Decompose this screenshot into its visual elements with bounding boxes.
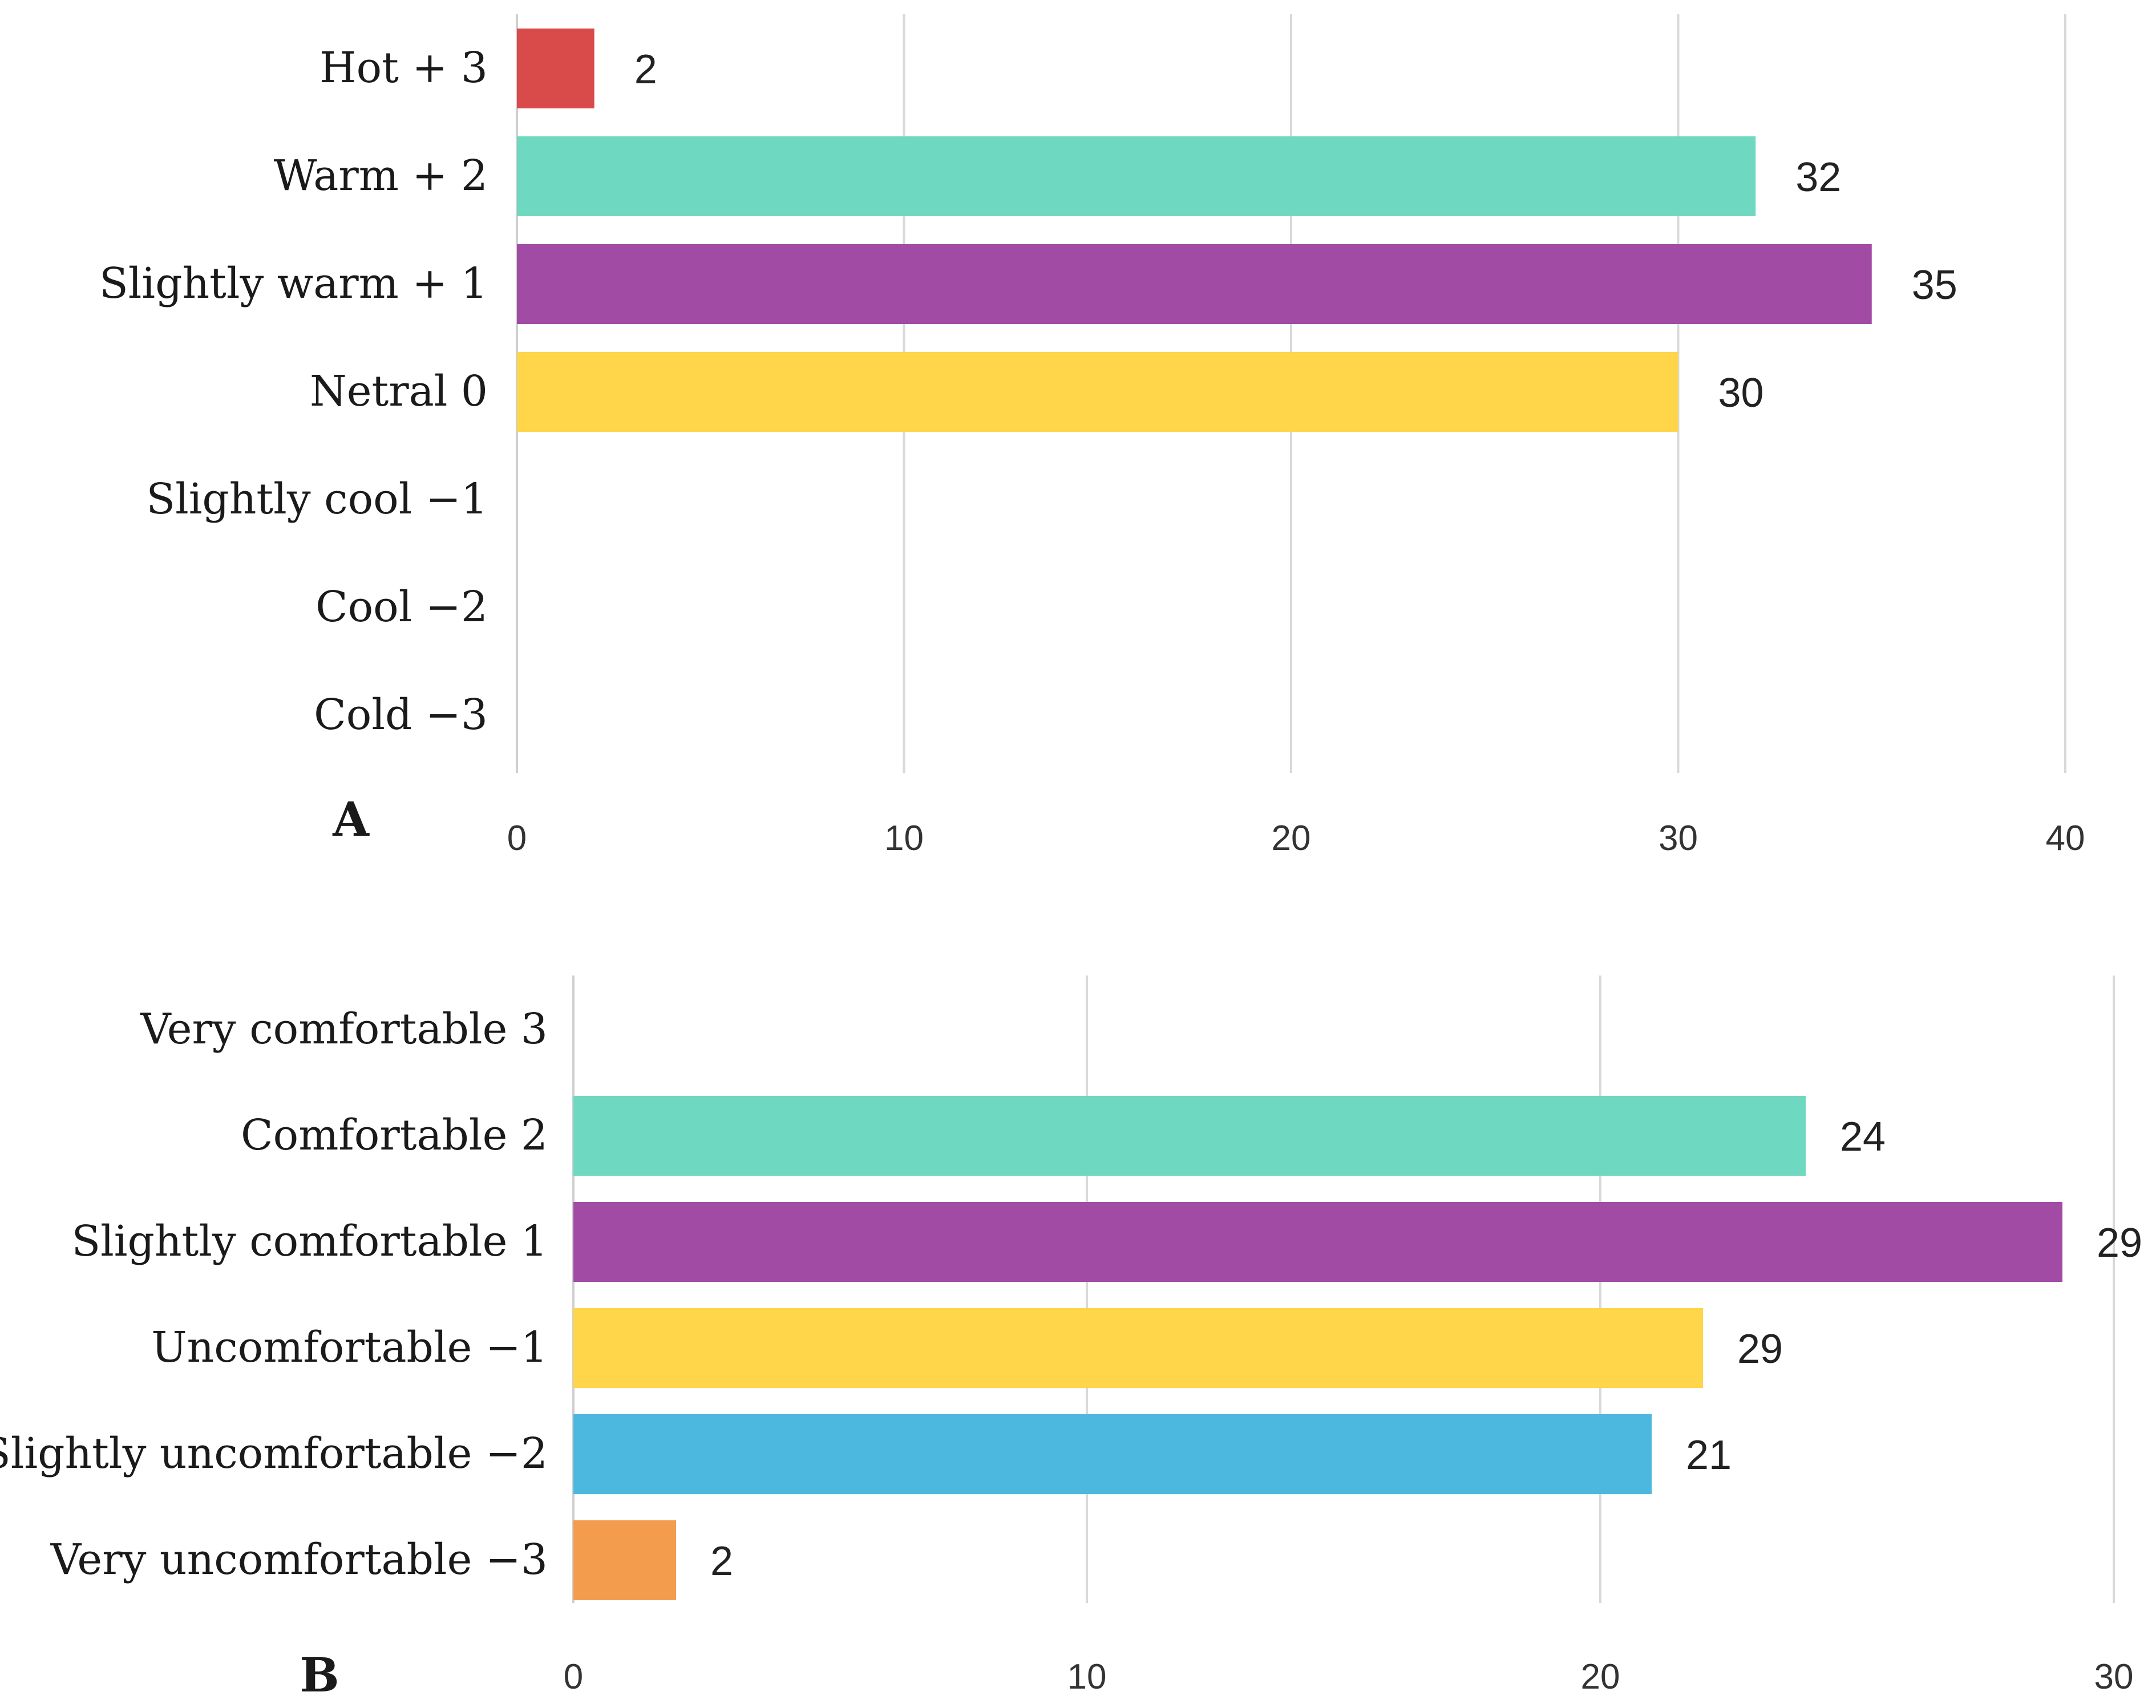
x-tick-label: 0 [507, 819, 527, 858]
x-tick-label: 30 [1659, 819, 1698, 858]
x-tick-label: 10 [884, 819, 924, 858]
data-label: 30 [1718, 370, 1764, 416]
bar [573, 1414, 1652, 1494]
x-tick-label: 20 [1581, 1657, 1620, 1697]
bar [573, 1308, 1703, 1388]
panel-label: A [332, 792, 370, 847]
data-label: 24 [1840, 1114, 1886, 1160]
category-label: Warm + 2 [274, 151, 488, 200]
category-label: Slightly uncomfortable −2 [0, 1429, 548, 1478]
data-label: 21 [1686, 1432, 1732, 1478]
bar [573, 1202, 2062, 1282]
data-label: 29 [1737, 1326, 1783, 1372]
bar [517, 352, 1678, 432]
bar [517, 136, 1756, 216]
x-tick-label: 40 [2046, 819, 2085, 858]
category-label: Slightly cool −1 [146, 475, 488, 524]
bar [517, 244, 1872, 324]
category-label: Very uncomfortable −3 [50, 1535, 548, 1584]
data-label: 35 [1912, 262, 1957, 308]
bar [573, 1520, 676, 1600]
category-label: Comfortable 2 [241, 1111, 548, 1160]
data-label: 29 [2097, 1220, 2142, 1266]
category-label: Uncomfortable −1 [151, 1323, 548, 1372]
x-tick-label: 10 [1067, 1657, 1107, 1697]
panel-a-chart: 0 10 20 30 40 Hot + 3 2 Warm + 2 32 Slightly warm… [99, 14, 2085, 858]
category-label: Slightly comfortable 1 [71, 1217, 548, 1266]
data-label: 2 [710, 1539, 733, 1584]
panel-label: B [300, 1648, 339, 1703]
data-label: 2 [634, 47, 657, 92]
panel-b-chart: 0 10 20 30 Very comfortable 3 Comfortable 2 24… [0, 976, 2142, 1703]
x-tick-label: 30 [2094, 1657, 2134, 1697]
category-label: Cold −3 [314, 690, 488, 739]
category-label: Netral 0 [310, 367, 488, 416]
category-label: Cool −2 [315, 582, 488, 632]
category-label: Hot + 3 [319, 43, 488, 92]
x-tick-label: 20 [1272, 819, 1311, 858]
category-label: Very comfortable 3 [140, 1005, 548, 1054]
bar [517, 29, 594, 108]
category-label: Slightly warm + 1 [99, 259, 488, 308]
bar [573, 1096, 1806, 1176]
data-label: 32 [1795, 155, 1841, 200]
x-tick-label: 0 [564, 1657, 583, 1697]
